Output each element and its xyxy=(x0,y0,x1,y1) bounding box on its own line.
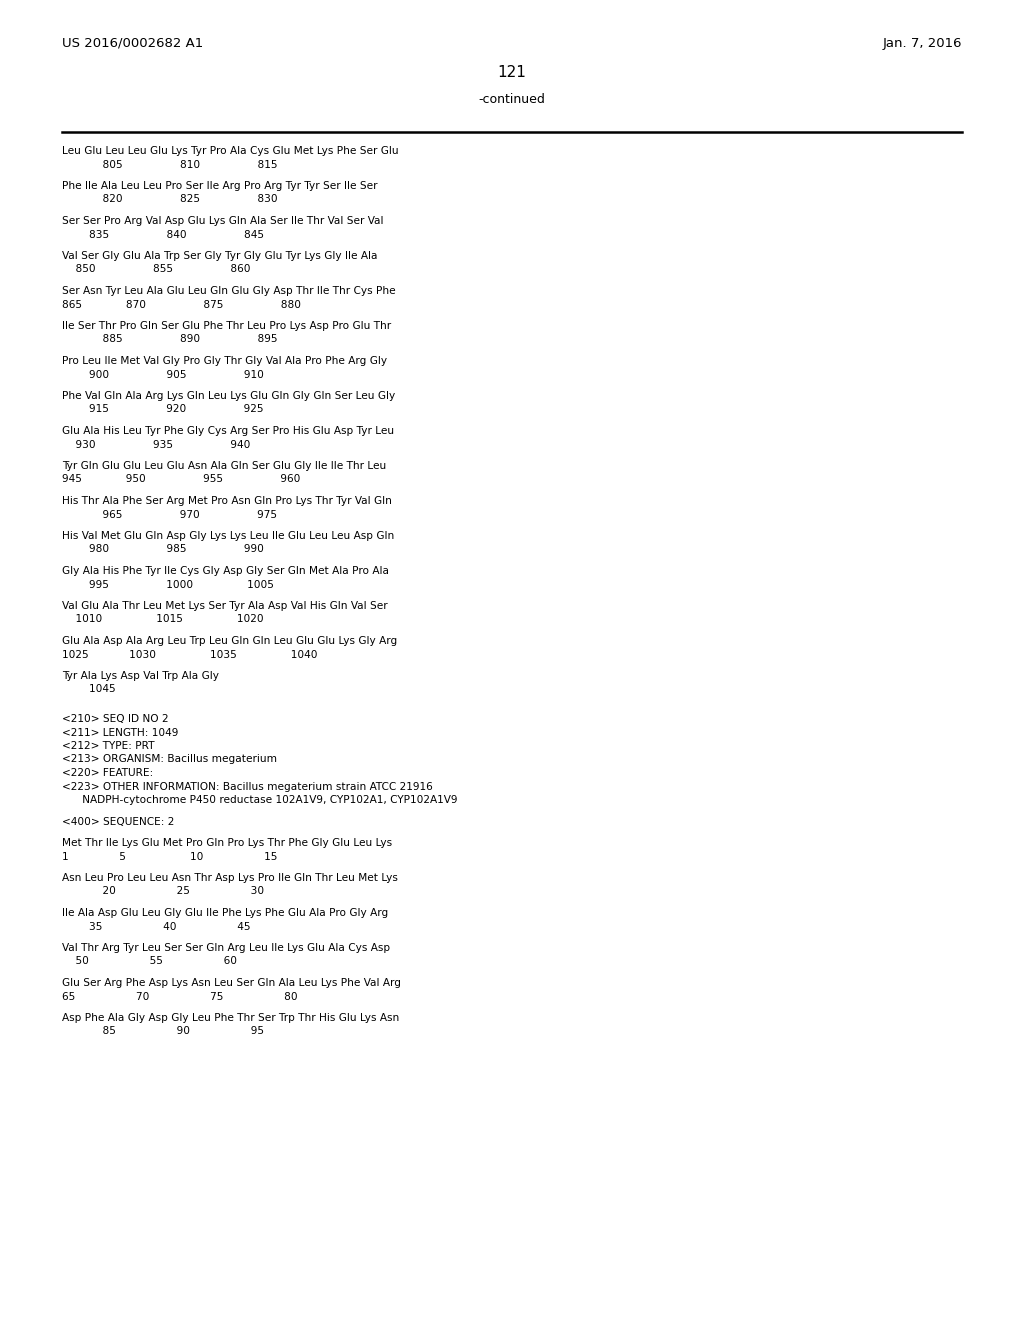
Text: Glu Ser Arg Phe Asp Lys Asn Leu Ser Gln Ala Leu Lys Phe Val Arg: Glu Ser Arg Phe Asp Lys Asn Leu Ser Gln … xyxy=(62,978,401,987)
Text: NADPH-cytochrome P450 reductase 102A1V9, CYP102A1, CYP102A1V9: NADPH-cytochrome P450 reductase 102A1V9,… xyxy=(62,795,458,805)
Text: Asp Phe Ala Gly Asp Gly Leu Phe Thr Ser Trp Thr His Glu Lys Asn: Asp Phe Ala Gly Asp Gly Leu Phe Thr Ser … xyxy=(62,1012,399,1023)
Text: Glu Ala Asp Ala Arg Leu Trp Leu Gln Gln Leu Glu Glu Lys Gly Arg: Glu Ala Asp Ala Arg Leu Trp Leu Gln Gln … xyxy=(62,636,397,645)
Text: 915                 920                 925: 915 920 925 xyxy=(62,404,263,414)
Text: 945             950                 955                 960: 945 950 955 960 xyxy=(62,474,300,484)
Text: 865             870                 875                 880: 865 870 875 880 xyxy=(62,300,301,309)
Text: 930                 935                 940: 930 935 940 xyxy=(62,440,251,450)
Text: 1               5                   10                  15: 1 5 10 15 xyxy=(62,851,278,862)
Text: Glu Ala His Leu Tyr Phe Gly Cys Arg Ser Pro His Glu Asp Tyr Leu: Glu Ala His Leu Tyr Phe Gly Cys Arg Ser … xyxy=(62,426,394,436)
Text: 65                  70                  75                  80: 65 70 75 80 xyxy=(62,991,298,1002)
Text: 35                  40                  45: 35 40 45 xyxy=(62,921,251,932)
Text: Ile Ser Thr Pro Gln Ser Glu Phe Thr Leu Pro Lys Asp Pro Glu Thr: Ile Ser Thr Pro Gln Ser Glu Phe Thr Leu … xyxy=(62,321,391,331)
Text: 805                 810                 815: 805 810 815 xyxy=(62,160,278,169)
Text: <220> FEATURE:: <220> FEATURE: xyxy=(62,768,154,777)
Text: <223> OTHER INFORMATION: Bacillus megaterium strain ATCC 21916: <223> OTHER INFORMATION: Bacillus megate… xyxy=(62,781,433,792)
Text: Phe Val Gln Ala Arg Lys Gln Leu Lys Glu Gln Gly Gln Ser Leu Gly: Phe Val Gln Ala Arg Lys Gln Leu Lys Glu … xyxy=(62,391,395,401)
Text: Ile Ala Asp Glu Leu Gly Glu Ile Phe Lys Phe Glu Ala Pro Gly Arg: Ile Ala Asp Glu Leu Gly Glu Ile Phe Lys … xyxy=(62,908,388,917)
Text: Tyr Gln Glu Glu Leu Glu Asn Ala Gln Ser Glu Gly Ile Ile Thr Leu: Tyr Gln Glu Glu Leu Glu Asn Ala Gln Ser … xyxy=(62,461,386,471)
Text: Val Glu Ala Thr Leu Met Lys Ser Tyr Ala Asp Val His Gln Val Ser: Val Glu Ala Thr Leu Met Lys Ser Tyr Ala … xyxy=(62,601,388,611)
Text: <211> LENGTH: 1049: <211> LENGTH: 1049 xyxy=(62,727,178,738)
Text: <213> ORGANISM: Bacillus megaterium: <213> ORGANISM: Bacillus megaterium xyxy=(62,755,278,764)
Text: 885                 890                 895: 885 890 895 xyxy=(62,334,278,345)
Text: Ser Ser Pro Arg Val Asp Glu Lys Gln Ala Ser Ile Thr Val Ser Val: Ser Ser Pro Arg Val Asp Glu Lys Gln Ala … xyxy=(62,216,384,226)
Text: <212> TYPE: PRT: <212> TYPE: PRT xyxy=(62,741,155,751)
Text: 835                 840                 845: 835 840 845 xyxy=(62,230,264,239)
Text: Jan. 7, 2016: Jan. 7, 2016 xyxy=(883,37,962,50)
Text: 121: 121 xyxy=(498,65,526,81)
Text: 820                 825                 830: 820 825 830 xyxy=(62,194,278,205)
Text: Asn Leu Pro Leu Leu Asn Thr Asp Lys Pro Ile Gln Thr Leu Met Lys: Asn Leu Pro Leu Leu Asn Thr Asp Lys Pro … xyxy=(62,873,398,883)
Text: Met Thr Ile Lys Glu Met Pro Gln Pro Lys Thr Phe Gly Glu Leu Lys: Met Thr Ile Lys Glu Met Pro Gln Pro Lys … xyxy=(62,838,392,847)
Text: His Val Met Glu Gln Asp Gly Lys Lys Leu Ile Glu Leu Leu Asp Gln: His Val Met Glu Gln Asp Gly Lys Lys Leu … xyxy=(62,531,394,541)
Text: 85                  90                  95: 85 90 95 xyxy=(62,1027,264,1036)
Text: His Thr Ala Phe Ser Arg Met Pro Asn Gln Pro Lys Thr Tyr Val Gln: His Thr Ala Phe Ser Arg Met Pro Asn Gln … xyxy=(62,496,392,506)
Text: <400> SEQUENCE: 2: <400> SEQUENCE: 2 xyxy=(62,817,174,826)
Text: 850                 855                 860: 850 855 860 xyxy=(62,264,251,275)
Text: 980                 985                 990: 980 985 990 xyxy=(62,544,264,554)
Text: Tyr Ala Lys Asp Val Trp Ala Gly: Tyr Ala Lys Asp Val Trp Ala Gly xyxy=(62,671,219,681)
Text: 50                  55                  60: 50 55 60 xyxy=(62,957,237,966)
Text: US 2016/0002682 A1: US 2016/0002682 A1 xyxy=(62,37,203,50)
Text: Val Ser Gly Glu Ala Trp Ser Gly Tyr Gly Glu Tyr Lys Gly Ile Ala: Val Ser Gly Glu Ala Trp Ser Gly Tyr Gly … xyxy=(62,251,378,261)
Text: Val Thr Arg Tyr Leu Ser Ser Gln Arg Leu Ile Lys Glu Ala Cys Asp: Val Thr Arg Tyr Leu Ser Ser Gln Arg Leu … xyxy=(62,942,390,953)
Text: -continued: -continued xyxy=(478,92,546,106)
Text: 965                 970                 975: 965 970 975 xyxy=(62,510,278,520)
Text: Leu Glu Leu Leu Glu Lys Tyr Pro Ala Cys Glu Met Lys Phe Ser Glu: Leu Glu Leu Leu Glu Lys Tyr Pro Ala Cys … xyxy=(62,147,398,156)
Text: 900                 905                 910: 900 905 910 xyxy=(62,370,264,380)
Text: 1010                1015                1020: 1010 1015 1020 xyxy=(62,615,263,624)
Text: Phe Ile Ala Leu Leu Pro Ser Ile Arg Pro Arg Tyr Tyr Ser Ile Ser: Phe Ile Ala Leu Leu Pro Ser Ile Arg Pro … xyxy=(62,181,378,191)
Text: Gly Ala His Phe Tyr Ile Cys Gly Asp Gly Ser Gln Met Ala Pro Ala: Gly Ala His Phe Tyr Ile Cys Gly Asp Gly … xyxy=(62,566,389,576)
Text: 995                 1000                1005: 995 1000 1005 xyxy=(62,579,273,590)
Text: <210> SEQ ID NO 2: <210> SEQ ID NO 2 xyxy=(62,714,169,723)
Text: 1045: 1045 xyxy=(62,685,116,694)
Text: 1025            1030                1035                1040: 1025 1030 1035 1040 xyxy=(62,649,317,660)
Text: Pro Leu Ile Met Val Gly Pro Gly Thr Gly Val Ala Pro Phe Arg Gly: Pro Leu Ile Met Val Gly Pro Gly Thr Gly … xyxy=(62,356,387,366)
Text: Ser Asn Tyr Leu Ala Glu Leu Gln Glu Gly Asp Thr Ile Thr Cys Phe: Ser Asn Tyr Leu Ala Glu Leu Gln Glu Gly … xyxy=(62,286,395,296)
Text: 20                  25                  30: 20 25 30 xyxy=(62,887,264,896)
